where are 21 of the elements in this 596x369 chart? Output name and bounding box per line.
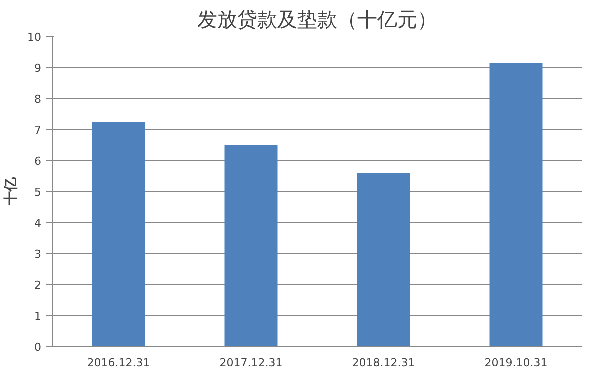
x-tick-label: 2018.12.31 (352, 356, 416, 369)
y-tick-label: 4 (34, 217, 42, 230)
bar (92, 122, 146, 346)
y-tick-label: 9 (34, 62, 42, 75)
y-tick-label: 2 (34, 279, 42, 292)
y-tick-label: 10 (28, 31, 42, 44)
y-tick-label: 0 (34, 341, 42, 354)
bar (357, 173, 410, 346)
bar (224, 145, 278, 346)
y-tick-label: 1 (34, 310, 42, 323)
y-tick-label: 5 (34, 186, 42, 199)
x-tick-label: 2016.12.31 (87, 356, 150, 369)
y-axis-title: 十亿 (4, 176, 20, 206)
y-tick-label: 3 (34, 248, 42, 261)
chart-title: 发放贷款及垫款（十亿元） (198, 8, 438, 32)
y-tick-label: 7 (34, 124, 42, 137)
x-tick-label: 2019.10.31 (484, 356, 548, 369)
y-tick-label: 6 (34, 155, 42, 168)
bar (490, 63, 543, 346)
y-tick-label: 8 (34, 93, 42, 106)
x-tick-label: 2017.12.31 (220, 356, 283, 369)
